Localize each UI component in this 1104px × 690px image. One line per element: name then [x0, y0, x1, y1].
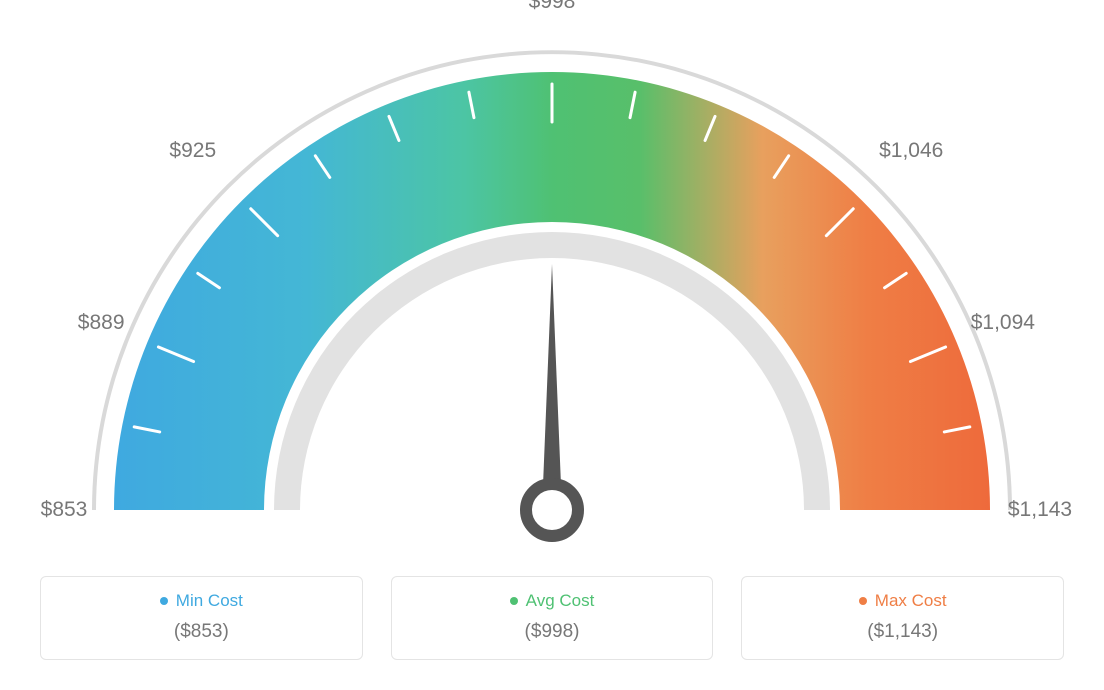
legend-max-value: ($1,143) [752, 621, 1053, 643]
legend-min-title: Min Cost [160, 591, 243, 611]
legend-min-value: ($853) [51, 621, 352, 643]
gauge-svg [0, 0, 1104, 560]
legend-row: Min Cost ($853) Avg Cost ($998) Max Cost… [40, 576, 1064, 660]
legend-card-avg: Avg Cost ($998) [391, 576, 714, 660]
dot-icon [510, 597, 518, 605]
legend-avg-title: Avg Cost [510, 591, 595, 611]
legend-card-min: Min Cost ($853) [40, 576, 363, 660]
legend-avg-label: Avg Cost [526, 591, 595, 611]
gauge-tick-label: $1,094 [971, 311, 1035, 335]
gauge-tick-label: $1,143 [1008, 498, 1072, 522]
gauge-tick-label: $998 [529, 0, 576, 14]
gauge-tick-label: $853 [41, 498, 88, 522]
legend-avg-value: ($998) [402, 621, 703, 643]
legend-max-title: Max Cost [859, 591, 947, 611]
gauge-tick-label: $889 [78, 311, 125, 335]
gauge-tick-label: $925 [169, 139, 216, 163]
dot-icon [160, 597, 168, 605]
legend-min-label: Min Cost [176, 591, 243, 611]
gauge-chart: $853 $889 $925 $998 $1,046 $1,094 $1,143 [0, 0, 1104, 560]
dot-icon [859, 597, 867, 605]
gauge-tick-label: $1,046 [879, 139, 943, 163]
legend-max-label: Max Cost [875, 591, 947, 611]
legend-card-max: Max Cost ($1,143) [741, 576, 1064, 660]
